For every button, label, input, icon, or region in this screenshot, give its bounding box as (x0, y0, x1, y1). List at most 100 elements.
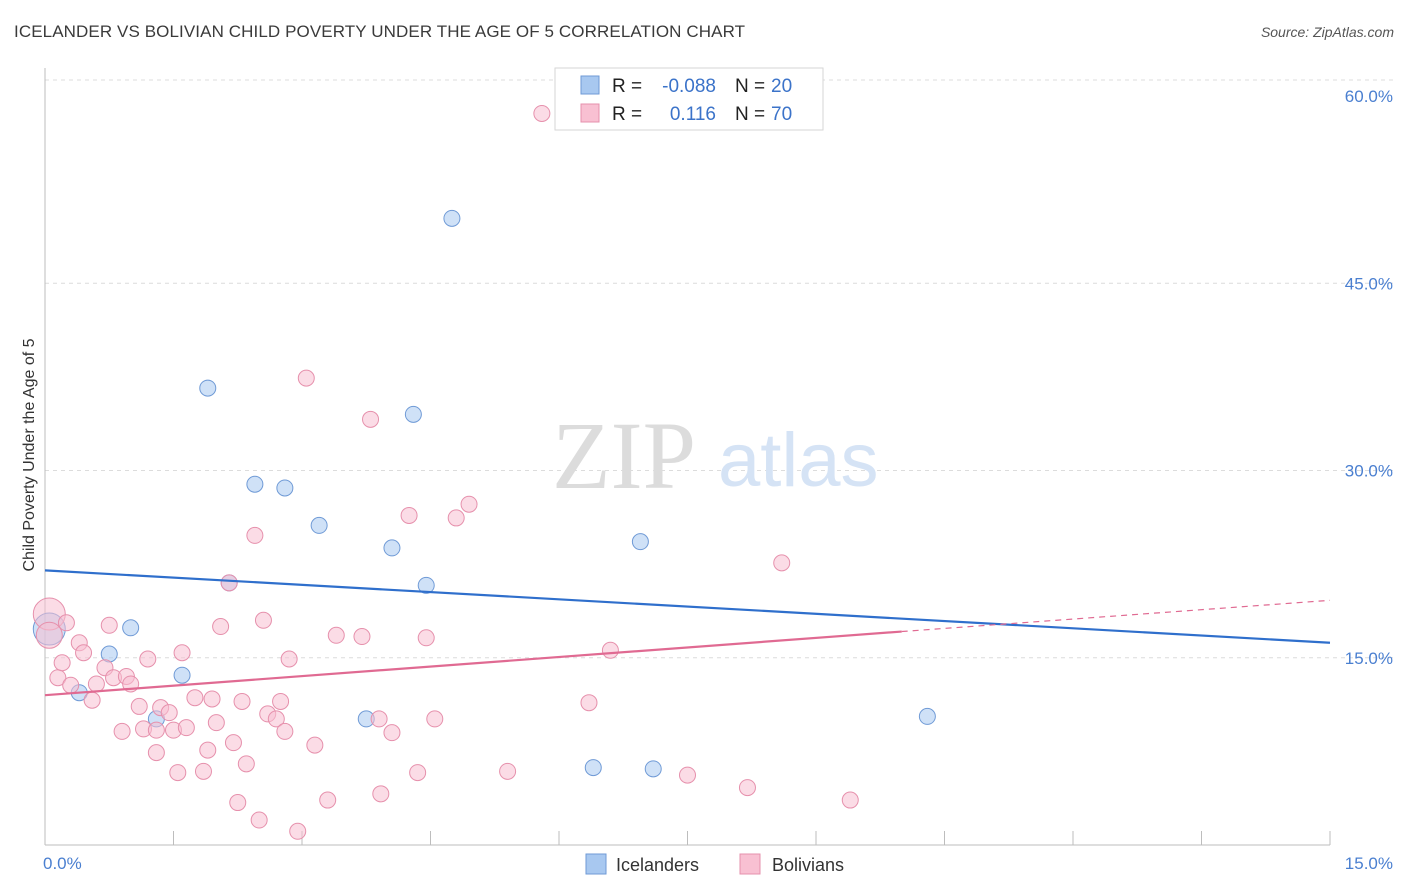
point-bolivians (147, 744, 165, 762)
point-icelanders (122, 619, 140, 637)
point-icelanders (631, 533, 649, 551)
point-bolivians (233, 692, 251, 710)
point-bolivians (417, 629, 435, 647)
correlation-legend: R = -0.088 N = 20 R = 0.116 N = 70 (554, 67, 824, 131)
point-bolivians (601, 641, 619, 659)
legend-swatch-bolivians (580, 103, 600, 123)
data-points (32, 104, 936, 840)
point-bolivians (289, 822, 307, 840)
y-tick-label: 45.0% (1345, 274, 1393, 293)
trend-line-bolivians (44, 630, 902, 697)
series-swatch-icelanders (585, 853, 607, 875)
point-icelanders (246, 475, 264, 493)
point-icelanders (417, 576, 435, 594)
point-icelanders (584, 759, 602, 777)
legend-r-label-2: R = (612, 104, 642, 125)
watermark-atlas: atlas (718, 418, 879, 503)
point-bolivians (83, 691, 101, 709)
y-axis-label: Child Poverty Under the Age of 5 (21, 338, 38, 571)
legend-swatch-icelanders (580, 75, 600, 95)
legend-r-value-1: -0.088 (662, 76, 716, 97)
point-bolivians (160, 704, 178, 722)
point-bolivians (220, 574, 238, 592)
point-icelanders (383, 539, 401, 557)
legend-n-value-1: 20 (771, 76, 792, 97)
trend-line-extension-bolivians (901, 599, 1331, 633)
point-icelanders (310, 516, 328, 534)
point-bolivians (306, 736, 324, 754)
series-label-icelanders: Icelanders (616, 855, 699, 875)
point-bolivians (139, 650, 157, 668)
point-icelanders (276, 479, 294, 497)
legend-n-value-2: 70 (771, 104, 792, 125)
point-bolivians (199, 741, 217, 759)
point-icelanders (443, 209, 461, 227)
point-bolivians (327, 626, 345, 644)
grid-lines (45, 79, 1395, 659)
point-bolivians (237, 755, 255, 773)
y-tick-label: 15.0% (1345, 649, 1393, 668)
point-bolivians (147, 721, 165, 739)
point-bolivians (738, 779, 756, 797)
point-bolivians (679, 766, 696, 784)
point-bolivians (499, 762, 517, 780)
point-bolivians (53, 654, 71, 672)
point-bolivians (57, 614, 75, 632)
point-bolivians (203, 690, 221, 708)
point-bolivians (297, 369, 315, 387)
point-icelanders (918, 707, 936, 725)
point-icelanders (404, 405, 422, 423)
point-icelanders (173, 666, 191, 684)
watermark: ZIP atlas (552, 402, 879, 509)
point-bolivians (229, 794, 247, 812)
x-tick-labels: 0.0% 15.0% (43, 854, 1393, 873)
point-bolivians (353, 628, 371, 646)
point-bolivians (267, 710, 285, 728)
chart-title: ICELANDER VS BOLIVIAN CHILD POVERTY UNDE… (14, 22, 746, 41)
point-bolivians (35, 621, 63, 649)
watermark-zip: ZIP (552, 402, 696, 509)
x-tick-label: 15.0% (1345, 854, 1393, 873)
point-bolivians (400, 506, 418, 524)
point-bolivians (207, 714, 225, 732)
legend-r-label-1: R = (612, 76, 642, 97)
point-bolivians (62, 676, 80, 694)
legend-n-label-1: N = (735, 76, 765, 97)
point-bolivians (212, 618, 230, 636)
point-icelanders (199, 379, 217, 397)
point-bolivians (186, 689, 204, 707)
trend-lines (44, 569, 1331, 697)
point-bolivians (272, 692, 290, 710)
point-bolivians (276, 722, 294, 740)
series-legend: Icelanders Bolivians (585, 853, 844, 875)
point-bolivians (224, 734, 242, 752)
point-bolivians (372, 785, 390, 803)
point-bolivians (87, 675, 105, 693)
point-bolivians (362, 410, 380, 428)
point-bolivians (254, 611, 272, 629)
point-bolivians (319, 791, 337, 809)
point-bolivians (460, 495, 478, 513)
point-bolivians (580, 694, 598, 712)
series-label-bolivians: Bolivians (772, 855, 844, 875)
point-bolivians (113, 722, 131, 740)
point-bolivians (177, 719, 195, 737)
source-label: Source: ZipAtlas.com (1260, 24, 1394, 40)
point-bolivians (280, 650, 298, 668)
point-bolivians (246, 526, 264, 544)
point-bolivians (773, 554, 791, 572)
series-swatch-bolivians (739, 853, 761, 875)
point-bolivians (447, 509, 465, 527)
point-bolivians (130, 697, 148, 715)
point-bolivians (250, 811, 268, 829)
point-bolivians (426, 710, 444, 728)
point-bolivians (75, 644, 93, 662)
point-bolivians (194, 762, 212, 780)
point-bolivians (173, 644, 191, 662)
point-bolivians (841, 791, 859, 809)
x-tick-label: 0.0% (43, 854, 82, 873)
point-bolivians (169, 764, 187, 782)
y-tick-labels: 15.0% 30.0% 45.0% 60.0% (1345, 87, 1393, 668)
legend-n-label-2: N = (735, 104, 765, 125)
